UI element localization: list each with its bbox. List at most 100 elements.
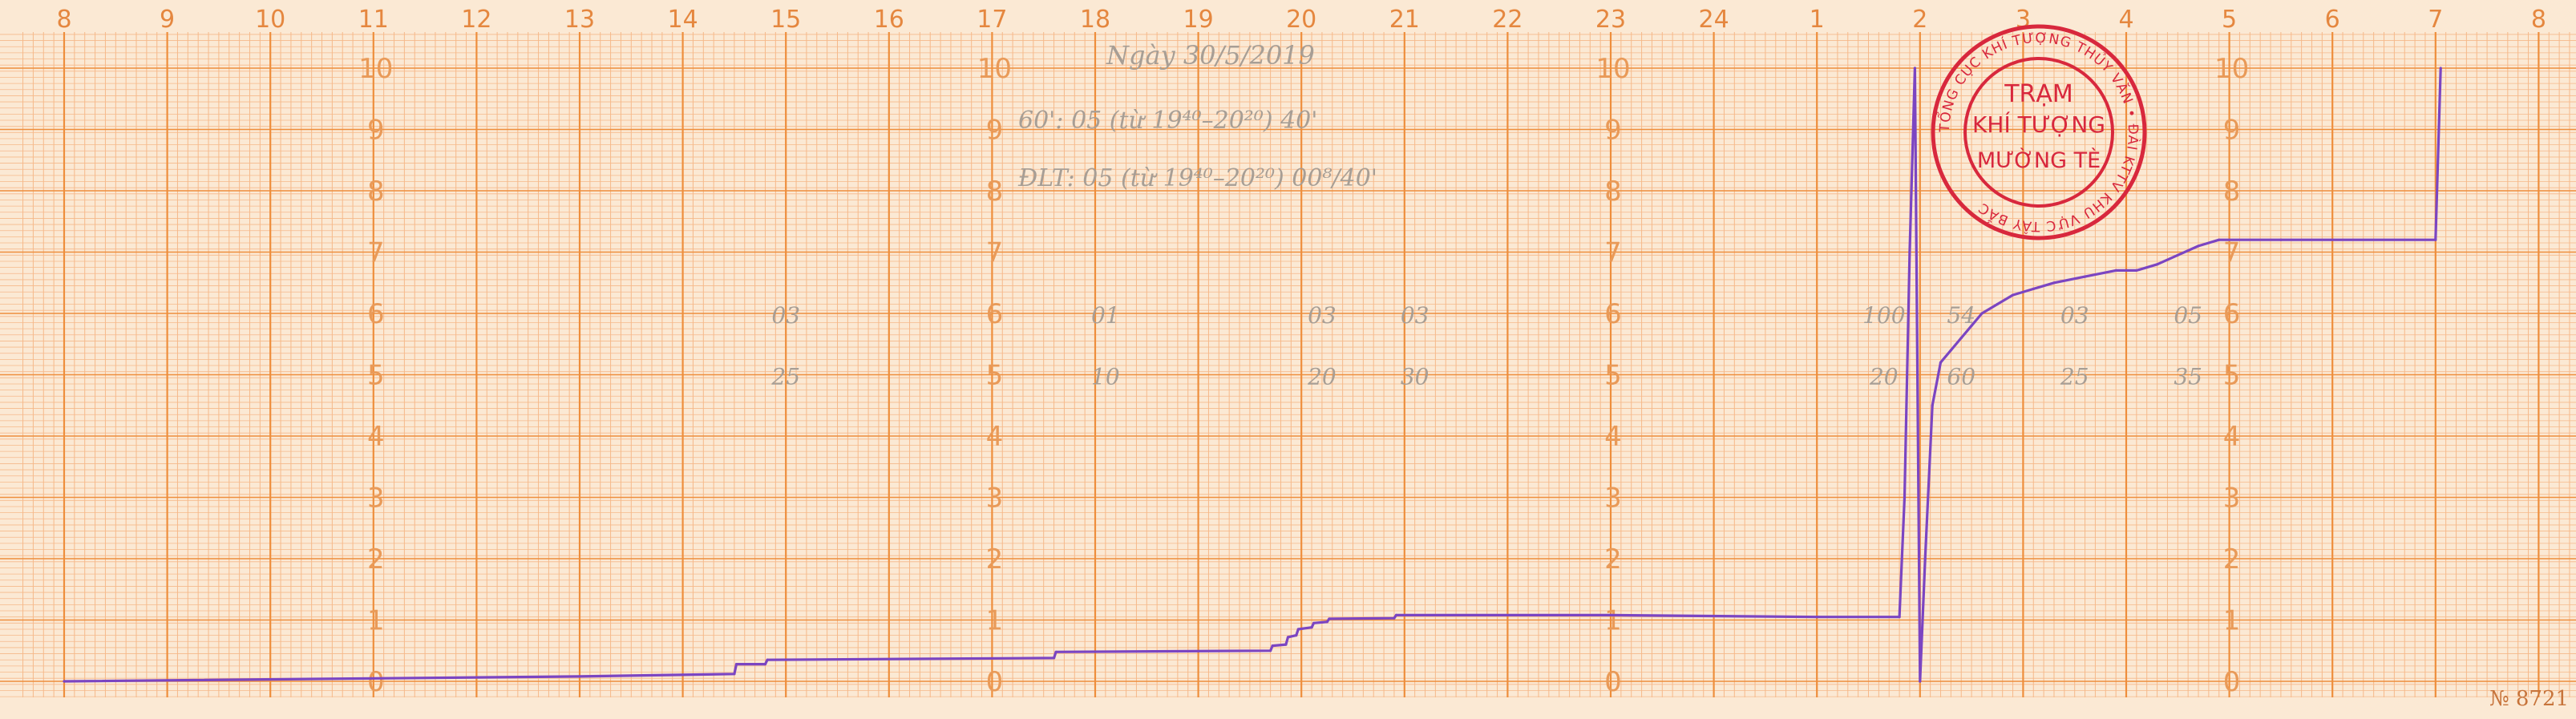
level-tick-label: 8 bbox=[2223, 176, 2241, 208]
mark-lower: 20 bbox=[1307, 364, 1337, 390]
level-tick-label: 6 bbox=[1604, 298, 1622, 330]
hour-tick-label: 6 bbox=[2325, 6, 2340, 34]
level-tick-label: 0 bbox=[2223, 666, 2241, 698]
level-tick-label: 7 bbox=[2223, 237, 2241, 269]
level-tick-label: 3 bbox=[986, 483, 1004, 515]
handwritten-header: Ngày 30/5/2019 60': 05 (từ 19⁴⁰–20²⁰) 40… bbox=[1017, 40, 1377, 192]
mark-upper: 05 bbox=[2174, 302, 2202, 329]
trace-point bbox=[1394, 613, 1398, 617]
level-tick-label: 1 bbox=[1604, 605, 1622, 637]
trace-point bbox=[2439, 67, 2442, 70]
stamp-outer-circle bbox=[1931, 24, 2147, 240]
level-tick-label: 5 bbox=[986, 360, 1004, 392]
trace-point bbox=[2052, 281, 2056, 285]
mark-upper: 01 bbox=[1091, 302, 1120, 329]
hour-tick-label: 24 bbox=[1699, 6, 1729, 34]
level-tick-label: 9 bbox=[986, 115, 1004, 147]
level-tick-label: 2 bbox=[1604, 543, 1622, 576]
trace-point bbox=[1970, 324, 1973, 327]
level-tick-label: 9 bbox=[1604, 115, 1622, 147]
mark-upper: 54 bbox=[1947, 302, 1975, 329]
hour-tick-label: 7 bbox=[2428, 6, 2443, 34]
mark-lower: 35 bbox=[2174, 364, 2202, 390]
mark-lower: 25 bbox=[2060, 364, 2089, 390]
mark-upper: 03 bbox=[771, 302, 800, 329]
stamp-line-1: TRẠM bbox=[2004, 80, 2073, 108]
trace-point bbox=[1913, 67, 1916, 70]
hour-tick-label: 21 bbox=[1389, 6, 1420, 34]
hour-tick-label: 16 bbox=[874, 6, 904, 34]
serial-number: № 8721 bbox=[2489, 687, 2569, 711]
trace-point bbox=[1054, 650, 1057, 653]
station-stamp: TỔNG CỤC KHÍ TƯỢNG THỦY VĂN • ĐÀI KTTV K… bbox=[1931, 24, 2147, 240]
trace-point bbox=[2032, 287, 2035, 290]
level-tick-label: 9 bbox=[367, 115, 385, 147]
trace-point bbox=[1903, 495, 1907, 499]
trace-point bbox=[2176, 253, 2179, 256]
hour-tick-label: 18 bbox=[1080, 6, 1110, 34]
trace-point bbox=[1923, 557, 1927, 560]
trace-point bbox=[2011, 293, 2015, 297]
trace-point bbox=[578, 675, 581, 678]
trace-point bbox=[1269, 649, 1272, 652]
trace-point bbox=[1053, 656, 1056, 660]
trace-point bbox=[2434, 238, 2437, 241]
trace-point bbox=[1959, 337, 1963, 340]
trace-point bbox=[1295, 634, 1298, 637]
hour-tick-label: 11 bbox=[358, 6, 389, 34]
trace-point bbox=[1908, 250, 1911, 254]
hour-tick-label: 10 bbox=[255, 6, 285, 34]
trace-point bbox=[1328, 617, 1331, 620]
level-scale-labels: 0123456789100123456789100123456789100123… bbox=[358, 53, 2249, 698]
trace-point bbox=[1271, 644, 1274, 648]
mark-lower: 25 bbox=[770, 364, 800, 390]
level-tick-label: 5 bbox=[2223, 360, 2241, 392]
trace-point bbox=[1949, 349, 1952, 352]
hour-tick-label: 20 bbox=[1286, 6, 1316, 34]
trace-point bbox=[1296, 628, 1300, 631]
trace-point bbox=[733, 673, 736, 676]
hour-tick-label: 17 bbox=[977, 6, 1007, 34]
major-grid bbox=[0, 32, 2576, 697]
trace-point bbox=[2135, 269, 2138, 272]
hour-tick-label: 14 bbox=[668, 6, 698, 34]
level-tick-label: 4 bbox=[986, 421, 1004, 453]
trace-point bbox=[2114, 269, 2117, 272]
hour-tick-label: 8 bbox=[2531, 6, 2546, 34]
mark-lower: 20 bbox=[1869, 364, 1899, 390]
hour-tick-label: 1 bbox=[1810, 6, 1825, 34]
stamp-line-3: MƯỜNG TÈ bbox=[1977, 147, 2101, 173]
mark-upper: 03 bbox=[1401, 302, 1430, 329]
level-tick-label: 7 bbox=[986, 237, 1004, 269]
level-tick-label: 4 bbox=[1604, 421, 1622, 453]
level-tick-label: 0 bbox=[1604, 666, 1622, 698]
mark-lower: 10 bbox=[1091, 364, 1120, 390]
level-tick-label: 4 bbox=[2223, 421, 2241, 453]
trace-point bbox=[1325, 620, 1328, 624]
level-tick-label: 0 bbox=[986, 666, 1004, 698]
level-tick-label: 8 bbox=[367, 176, 385, 208]
minor-grid bbox=[0, 32, 2576, 697]
header-rain-60min: 60': 05 (từ 19⁴⁰–20²⁰) 40' bbox=[1018, 107, 1318, 135]
level-tick-label: 5 bbox=[367, 360, 385, 392]
trace-point bbox=[1939, 361, 1943, 364]
mark-upper: 03 bbox=[1308, 302, 1337, 329]
trace-point bbox=[2218, 238, 2221, 241]
trace-point bbox=[1284, 643, 1288, 646]
level-tick-label: 10 bbox=[358, 53, 393, 85]
hour-tick-label: 8 bbox=[56, 6, 71, 34]
header-date: Ngày 30/5/2019 bbox=[1106, 40, 1315, 71]
hour-tick-label: 23 bbox=[1595, 6, 1626, 34]
trace-point bbox=[1996, 302, 1999, 306]
level-tick-label: 3 bbox=[2223, 483, 2241, 515]
trace-point bbox=[2084, 275, 2087, 278]
level-tick-label: 3 bbox=[367, 483, 385, 515]
trace-point bbox=[1310, 626, 1313, 629]
trace-point bbox=[1815, 616, 1818, 619]
hour-tick-label: 19 bbox=[1183, 6, 1214, 34]
trace-point bbox=[1898, 616, 1901, 619]
trace-point bbox=[2197, 244, 2200, 248]
level-tick-label: 10 bbox=[1595, 53, 1630, 85]
level-tick-label: 2 bbox=[986, 543, 1004, 576]
